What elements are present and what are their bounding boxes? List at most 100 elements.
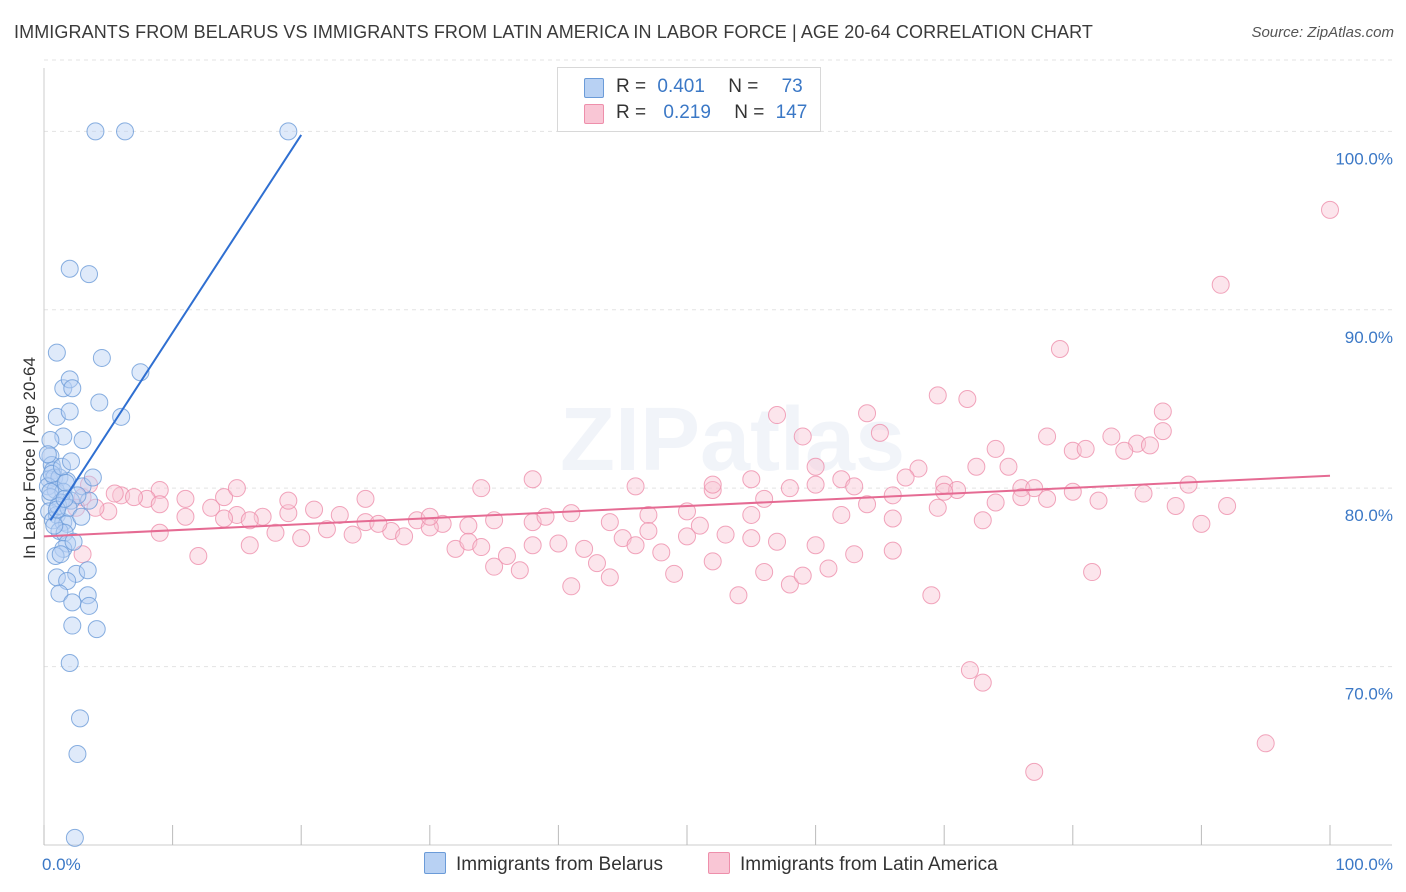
latin-point [536, 507, 555, 526]
latin-point [562, 577, 581, 596]
correlation-legend: R = 0.401 N = 73 R = 0.219 N = 147 [557, 67, 821, 132]
latin-point [896, 468, 915, 487]
latin-r-label: R = [616, 102, 647, 123]
belarus-legend-label: Immigrants from Belarus [456, 854, 663, 875]
latin-point [176, 507, 195, 526]
bottom-legend-latin: Immigrants from Latin America [708, 852, 998, 876]
latin-point [330, 505, 349, 524]
latin-point [86, 498, 105, 517]
latin-trend-line [43, 474, 1331, 538]
belarus-r-value: 0.401 [657, 76, 705, 97]
latin-point [806, 457, 825, 476]
latin-point [806, 475, 825, 494]
latin-point [973, 673, 992, 692]
latin-point [279, 504, 298, 523]
belarus-point [279, 122, 298, 141]
latin-n-value: 147 [775, 102, 808, 123]
latin-point [639, 522, 658, 540]
latin-point [215, 488, 234, 507]
watermark: ZIPatlas [560, 390, 905, 490]
latin-point [1192, 514, 1211, 533]
latin-point [356, 489, 375, 508]
y-axis-label: In Labor Force | Age 20-64 [20, 357, 39, 559]
latin-point [549, 534, 568, 553]
latin-point [960, 661, 979, 680]
latin-point [1063, 482, 1082, 501]
latin-point [1025, 762, 1044, 781]
latin-point [928, 498, 947, 517]
latin-point [1115, 441, 1134, 460]
latin-point [472, 479, 491, 498]
belarus-point [47, 343, 66, 362]
latin-point [858, 404, 877, 423]
latin-point [626, 477, 645, 496]
x-tick-label: 0.0% [42, 855, 81, 874]
belarus-point [80, 265, 99, 284]
belarus-n-label: N = [728, 76, 759, 97]
latin-point [150, 523, 169, 542]
belarus-point [59, 498, 78, 517]
latin-point [1038, 427, 1057, 446]
latin-point [176, 489, 195, 508]
y-tick-label: 70.0% [1345, 685, 1393, 704]
belarus-point [71, 709, 90, 728]
belarus-legend-swatch [424, 852, 446, 874]
belarus-point [80, 596, 99, 615]
latin-point [832, 505, 851, 524]
latin-point [1166, 497, 1185, 516]
latin-point [562, 504, 581, 523]
latin-point [1256, 734, 1275, 753]
belarus-point [64, 532, 83, 551]
belarus-point [116, 122, 135, 141]
latin-point [1211, 275, 1230, 294]
latin-point [395, 527, 414, 546]
latin-swatch [584, 104, 604, 124]
latin-point [279, 491, 298, 510]
latin-point [858, 495, 877, 514]
belarus-point [87, 620, 106, 639]
latin-point [497, 546, 516, 565]
latin-point [150, 480, 169, 499]
latin-n-label: N = [734, 102, 765, 123]
belarus-point [54, 539, 73, 558]
belarus-point [73, 431, 92, 450]
belarus-point [54, 379, 73, 398]
trend-lines [43, 134, 1331, 538]
latin-point [1321, 200, 1339, 219]
latin-point [1134, 484, 1153, 503]
latin-point [1153, 402, 1172, 421]
latin-point [343, 525, 362, 544]
belarus-point [38, 445, 57, 464]
latin-point [202, 498, 221, 517]
latin-point [716, 525, 735, 544]
latin-point [922, 586, 941, 605]
latin-point [150, 495, 169, 514]
latin-point [1038, 489, 1057, 508]
latin-point [742, 529, 761, 548]
y-tick-label: 80.0% [1345, 506, 1393, 525]
latin-point [523, 470, 542, 489]
latin-point [845, 545, 864, 564]
latin-point [703, 552, 722, 571]
latin-point [986, 439, 1005, 458]
latin-point [678, 527, 696, 546]
source-label: Source: ZipAtlas.com [1251, 24, 1394, 41]
latin-point [240, 536, 259, 555]
latin-point [742, 505, 761, 524]
latin-point [845, 477, 864, 496]
latin-point [266, 523, 285, 542]
belarus-point [60, 402, 79, 421]
latin-point [1179, 475, 1198, 494]
chart-title: IMMIGRANTS FROM BELARUS VS IMMIGRANTS FR… [14, 22, 1093, 42]
belarus-point [41, 447, 60, 466]
belarus-point [65, 828, 84, 847]
latin-point [523, 536, 542, 555]
latin-point [909, 459, 928, 478]
latin-point [729, 586, 748, 605]
belarus-point [47, 568, 66, 587]
axes [43, 68, 1392, 846]
latin-legend-swatch [708, 852, 730, 874]
latin-point [703, 475, 722, 494]
latin-america-points [67, 200, 1339, 781]
latin-point [755, 489, 774, 508]
